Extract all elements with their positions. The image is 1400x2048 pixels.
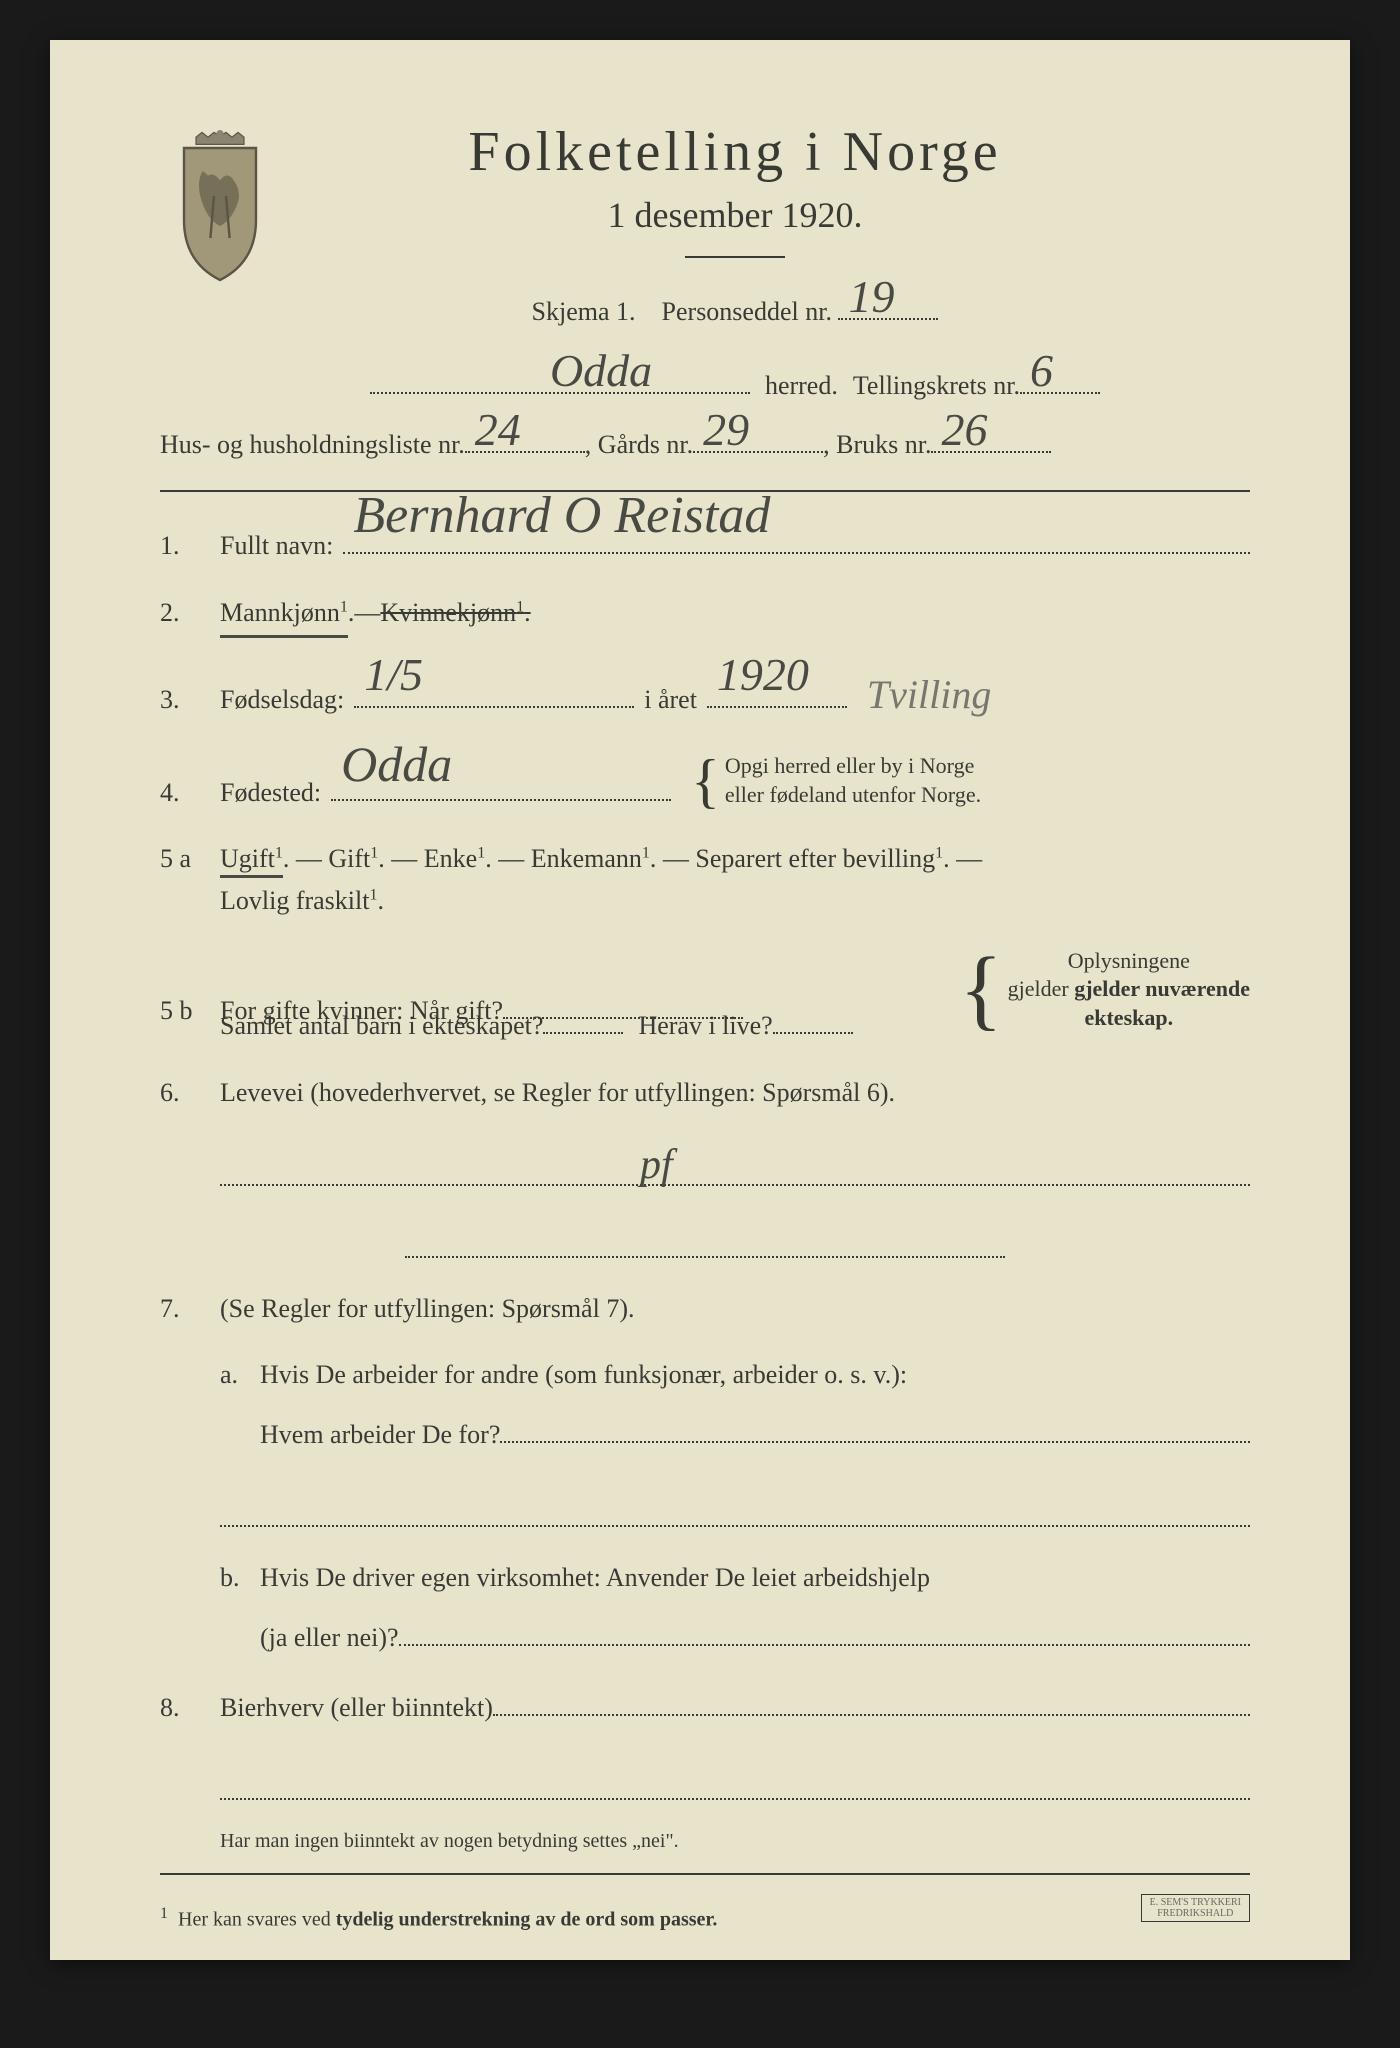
brace-icon: {	[959, 967, 1002, 1012]
husliste-label: Hus- og husholdningsliste nr.	[160, 430, 465, 460]
norwegian-coat-of-arms-icon	[160, 130, 280, 280]
q5a-num: 5 a	[160, 838, 220, 880]
footer: 1 Her kan svares ved tydelig understrekn…	[160, 1873, 1250, 1932]
gards-value: 29	[703, 403, 749, 456]
q7a-num: a.	[220, 1354, 260, 1396]
husliste-line: Hus- og husholdningsliste nr. 24 , Gårds…	[160, 421, 1250, 460]
q6-line2	[405, 1216, 1005, 1258]
q3-twin-note: Tvilling	[867, 663, 991, 727]
q7b-row: b. Hvis De driver egen virksomhet: Anven…	[220, 1557, 1250, 1658]
footer-note: 1 Her kan svares ved tydelig understrekn…	[160, 1905, 717, 1932]
q3-num: 3.	[160, 679, 220, 721]
q7-label: (Se Regler for utfyllingen: Spørsmål 7).	[220, 1288, 634, 1330]
stamp-line1: E. SEM'S TRYKKERI	[1150, 1897, 1241, 1908]
personseddel-label: Personseddel nr.	[662, 297, 832, 326]
q3-year-label: i året	[644, 679, 697, 721]
stamp-line2: FREDRIKSHALD	[1150, 1908, 1241, 1919]
herred-line: Odda herred. Tellingskrets nr. 6	[220, 362, 1250, 401]
q3-year-value: 1920	[717, 638, 809, 712]
q2-kvinnekjonn: Kvinnekjønn1.	[380, 592, 530, 634]
q3-label: Fødselsdag:	[220, 679, 344, 721]
q5a-enkemann: Enkemann1	[531, 844, 650, 873]
form-header: Folketelling i Norge 1 desember 1920. Sk…	[160, 120, 1250, 342]
bruks-value: 26	[941, 403, 987, 456]
q1-num: 1.	[160, 525, 220, 567]
q8-footnote: Har man ingen biinntekt av nogen betydni…	[220, 1830, 1250, 1853]
q7-row: 7. (Se Regler for utfyllingen: Spørsmål …	[160, 1288, 1250, 1330]
q7b-num: b.	[220, 1557, 260, 1599]
main-title: Folketelling i Norge	[320, 120, 1150, 184]
printer-stamp: E. SEM'S TRYKKERI FREDRIKSHALD	[1141, 1894, 1250, 1922]
q5b-sidenote-3: ekteskap.	[1008, 1004, 1250, 1033]
q6-label: Levevei (hovederhvervet, se Regler for u…	[220, 1072, 895, 1114]
q5b-num: 5 b	[160, 990, 220, 1032]
q1-row: 1. Fullt navn: Bernhard O Reistad	[160, 522, 1250, 567]
form-id-line: Skjema 1. Personseddel nr. 19	[320, 288, 1150, 327]
q2-row: 2. Mannkjønn1. — Kvinnekjønn1.	[160, 592, 1250, 639]
bruks-label: , Bruks nr.	[823, 430, 931, 460]
q5a-enke: Enke1	[424, 844, 485, 873]
q7a-label2: Hvem arbeider De for?	[260, 1414, 500, 1456]
q4-num: 4.	[160, 772, 220, 814]
q2-num: 2.	[160, 592, 220, 634]
q4-sidenote: { Opgi herred eller by i Norge eller fød…	[686, 752, 981, 809]
census-form-document: Folketelling i Norge 1 desember 1920. Sk…	[50, 40, 1350, 1960]
tellingskrets-label: Tellingskrets nr.	[853, 371, 1020, 401]
census-date: 1 desember 1920.	[320, 194, 1150, 236]
title-block: Folketelling i Norge 1 desember 1920. Sk…	[320, 120, 1150, 342]
q7b-label1: Hvis De driver egen virksomhet: Anvender…	[260, 1557, 1250, 1599]
q1-value: Bernhard O Reistad	[353, 474, 770, 557]
q6-value: pf	[640, 1141, 673, 1189]
personseddel-value: 19	[848, 270, 894, 323]
q6-line1: pf	[220, 1144, 1250, 1186]
q5b-sidenote-2: gjelder gjelder nuværende	[1008, 975, 1250, 1004]
gards-label: , Gårds nr.	[585, 430, 693, 460]
q4-sidenote-2: eller fødeland utenfor Norge.	[725, 781, 981, 810]
q5b-label2: Samlet antal barn i ekteskapet?	[220, 1005, 543, 1047]
q8-line2	[220, 1758, 1250, 1800]
q5a-separert: Separert efter bevilling1	[695, 844, 943, 873]
skjema-label: Skjema 1.	[532, 297, 636, 326]
q3-row: 3. Fødselsdag: 1/5 i året 1920 Tvilling	[160, 663, 1250, 727]
q3-day-value: 1/5	[364, 638, 423, 712]
q4-sidenote-1: Opgi herred eller by i Norge	[725, 752, 981, 781]
q6-num: 6.	[160, 1072, 220, 1114]
q7a-row: a. Hvis De arbeider for andre (som funks…	[220, 1354, 1250, 1455]
q4-row: 4. Fødested: Odda { Opgi herred eller by…	[160, 752, 1250, 813]
q5a-ugift: Ugift1	[220, 844, 283, 878]
q7-num: 7.	[160, 1288, 220, 1330]
title-divider	[685, 256, 785, 258]
herred-value: Odda	[550, 344, 652, 397]
husliste-value: 24	[475, 403, 521, 456]
q2-mannkjonn: Mannkjønn1	[220, 592, 348, 639]
q5b-sidenote-1: Oplysningene	[1008, 947, 1250, 976]
q8-row: 8. Bierhverv (eller biinntekt)	[160, 1684, 1250, 1729]
tellingskrets-value: 6	[1030, 344, 1053, 397]
brace-icon: {	[691, 766, 720, 796]
herred-label: herred.	[765, 371, 838, 401]
q5a-gift: Gift1	[328, 844, 378, 873]
q7a-line2	[220, 1485, 1250, 1527]
q2-dash: —	[354, 592, 380, 634]
q4-value: Odda	[341, 724, 452, 804]
q5a-fraskilt: Lovlig fraskilt1	[220, 886, 377, 915]
crest-svg	[160, 130, 280, 286]
q8-label: Bierhverv (eller biinntekt)	[220, 1687, 493, 1729]
q6-row: 6. Levevei (hovederhvervet, se Regler fo…	[160, 1072, 1250, 1114]
q7a-label1: Hvis De arbeider for andre (som funksjon…	[260, 1354, 1250, 1396]
q4-label: Fødested:	[220, 772, 321, 814]
q5b-sidenote: { Oplysningene gjelder gjelder nuværende…	[954, 947, 1250, 1033]
q1-label: Fullt navn:	[220, 525, 333, 567]
q5a-row: 5 a Ugift1. — Gift1. — Enke1. — Enkemann…	[160, 838, 1250, 921]
q5b-row: 5 b For gifte kvinner: Når gift? { Oplys…	[160, 947, 1250, 1047]
q7b-label2: (ja eller nei)?	[260, 1617, 399, 1659]
q8-num: 8.	[160, 1687, 220, 1729]
